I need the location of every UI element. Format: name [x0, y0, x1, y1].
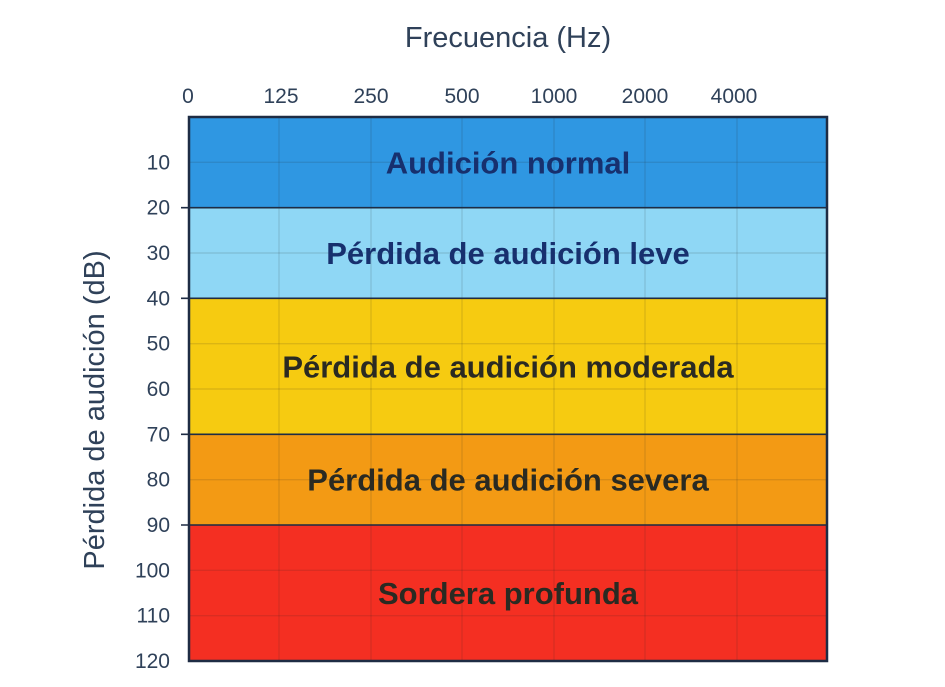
y-tick-label: 30 [147, 242, 170, 265]
y-tick-label: 40 [147, 287, 170, 310]
y-tick-label: 10 [147, 151, 170, 174]
x-tick-label: 500 [444, 85, 479, 108]
x-tick-label: 2000 [622, 85, 669, 108]
y-tick-label: 110 [137, 605, 170, 628]
band-label-layer: Audición normal Pérdida de audición leve P… [282, 145, 734, 611]
band-1 [189, 117, 827, 208]
y-tick-label: 50 [147, 333, 170, 356]
grid-layer [181, 117, 827, 661]
y-tick-label: 80 [147, 469, 170, 492]
band-label: Pérdida de audición severa [307, 463, 709, 498]
band-label: Sordera profunda [378, 576, 639, 611]
x-tick-label: 125 [263, 85, 298, 108]
y-tick-label: 70 [147, 423, 170, 446]
x-tick-label: 1000 [531, 85, 578, 108]
band-label: Audición normal [386, 145, 631, 180]
y-tick-label: 120 [135, 650, 170, 673]
band-label: Pérdida de audición moderada [282, 349, 734, 384]
x-tick-layer: 0 125 250 500 1000 2000 4000 [182, 85, 757, 108]
x-axis-title: Frecuencia (Hz) [405, 22, 611, 54]
x-tick-label: 0 [182, 85, 194, 108]
x-tick-label: 250 [353, 85, 388, 108]
band-4 [189, 434, 827, 525]
y-tick-layer: 10 20 30 40 50 60 70 80 90 100 110 120 [135, 151, 170, 673]
y-tick-label: 20 [147, 197, 170, 220]
y-axis-title: Pérdida de audición (dB) [79, 250, 111, 569]
band-3 [189, 298, 827, 435]
y-tick-label: 60 [147, 378, 170, 401]
band-layer [189, 117, 827, 661]
band-label: Pérdida de audición leve [326, 236, 690, 271]
plot-frame [187, 115, 829, 663]
band-2 [189, 207, 827, 299]
x-tick-label: 4000 [711, 85, 758, 108]
band-5 [189, 525, 827, 661]
y-tick-label: 90 [147, 514, 170, 537]
y-tick-label: 100 [135, 559, 170, 582]
